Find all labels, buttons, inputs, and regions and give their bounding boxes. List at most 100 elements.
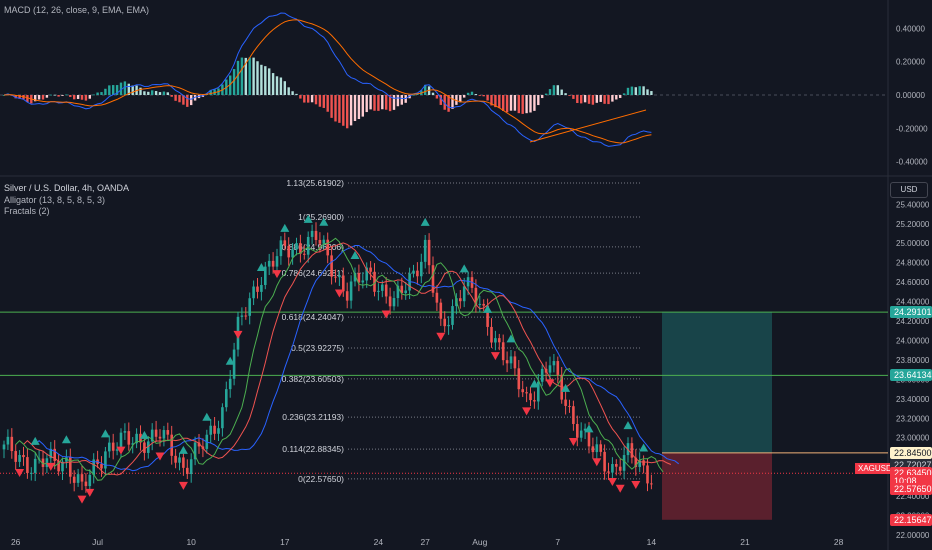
fractal-up <box>303 214 313 223</box>
macd-histogram-bar <box>112 85 115 95</box>
candle-body <box>111 442 115 451</box>
candle-body <box>474 287 478 305</box>
long-position-tool[interactable] <box>0 311 888 520</box>
candle-body <box>427 239 431 266</box>
candle-body <box>213 425 216 434</box>
macd-histogram-bar <box>611 95 614 102</box>
candle <box>30 467 33 481</box>
candle-body <box>18 455 21 462</box>
fractal-up <box>459 264 469 273</box>
candle <box>314 222 318 246</box>
fractals-label: Fractals (2) <box>4 206 50 216</box>
candle-body <box>228 378 232 390</box>
macd-histogram-bar <box>322 95 325 108</box>
macd-histogram-bar <box>248 57 251 95</box>
candle <box>505 351 509 373</box>
fractal-up <box>280 223 290 232</box>
candle-body <box>377 290 380 292</box>
candle-body <box>61 461 64 472</box>
candle-body <box>334 276 337 278</box>
candle-body <box>92 459 95 475</box>
candle-body <box>345 291 349 301</box>
candle <box>494 330 497 351</box>
fractal-down <box>233 330 243 339</box>
macd-histogram-bar <box>630 86 634 95</box>
candle-body <box>416 270 419 277</box>
candle-body <box>260 284 263 292</box>
candle-body <box>189 459 193 475</box>
macd-histogram-bar <box>505 95 509 113</box>
macd-chart <box>2 12 653 147</box>
macd-histogram-bar <box>65 94 68 96</box>
candle <box>310 224 314 245</box>
candle <box>416 262 419 285</box>
fib-label: 0.236(23.21193) <box>282 412 344 422</box>
candle <box>365 262 368 288</box>
time-axis-tick: Aug <box>472 537 487 547</box>
macd-histogram-bar <box>96 92 99 95</box>
candle-body <box>478 303 482 305</box>
candle <box>572 400 575 431</box>
fractal-up <box>623 421 633 430</box>
macd-histogram-bar <box>244 57 247 95</box>
macd-histogram-bar <box>299 95 302 99</box>
macd-histogram-bar <box>154 91 158 95</box>
candle-body <box>330 255 333 277</box>
macd-histogram-bar <box>57 95 60 97</box>
macd-histogram-bar <box>572 95 575 99</box>
candle-body <box>388 296 392 307</box>
candle-body <box>57 460 60 472</box>
candle-body <box>314 230 318 240</box>
macd-histogram-bar <box>342 95 345 126</box>
macd-histogram-bar <box>232 69 236 95</box>
macd-histogram-bar <box>650 91 653 95</box>
macd-histogram-bar <box>209 89 212 95</box>
macd-histogram-bar <box>583 95 587 103</box>
candle-body <box>591 446 595 453</box>
macd-histogram-bar <box>162 91 166 95</box>
macd-histogram-bar <box>260 64 263 95</box>
macd-histogram-bar <box>556 85 559 95</box>
fibonacci-retracement[interactable]: 1.13(25.61902) 1(25.26900) 0.886(24.96206)… <box>282 178 642 484</box>
macd-histogram-bar <box>365 95 368 113</box>
macd-histogram-bar <box>568 95 571 96</box>
candle-body <box>533 400 536 402</box>
candle-body <box>72 476 76 483</box>
macd-histogram-bar <box>88 95 91 99</box>
candle <box>646 458 649 492</box>
candle-body <box>217 428 220 434</box>
candle <box>462 277 466 308</box>
macd-histogram-bar <box>14 95 17 99</box>
fractal-down <box>592 458 602 467</box>
candle-body <box>509 356 513 364</box>
macd-histogram-bar <box>37 95 41 100</box>
time-axis-tick: 14 <box>647 537 657 547</box>
candle <box>295 237 298 256</box>
macd-histogram-bar <box>544 93 548 95</box>
price-axis-tick: 24.00000 <box>896 336 930 345</box>
candle-body <box>53 448 56 461</box>
candle <box>283 232 287 251</box>
macd-histogram-bar <box>100 92 103 95</box>
candle <box>338 271 341 286</box>
currency-selector[interactable]: USD <box>890 182 928 198</box>
candle-body <box>158 436 162 439</box>
horizontal-lines[interactable] <box>0 311 888 376</box>
candle <box>6 429 10 450</box>
candle <box>361 272 365 289</box>
candle <box>330 246 333 285</box>
candle <box>420 253 423 284</box>
candle <box>162 425 166 447</box>
macd-histogram-bar <box>412 94 415 96</box>
candle <box>334 269 337 283</box>
candle-body <box>529 393 532 401</box>
candle-body <box>607 471 610 473</box>
candle-body <box>318 239 322 244</box>
macd-histogram-bar <box>26 95 29 103</box>
candle-body <box>131 443 134 445</box>
candle <box>299 234 302 263</box>
candle-body <box>517 368 521 390</box>
candle <box>61 457 64 480</box>
candle-body <box>630 443 634 458</box>
